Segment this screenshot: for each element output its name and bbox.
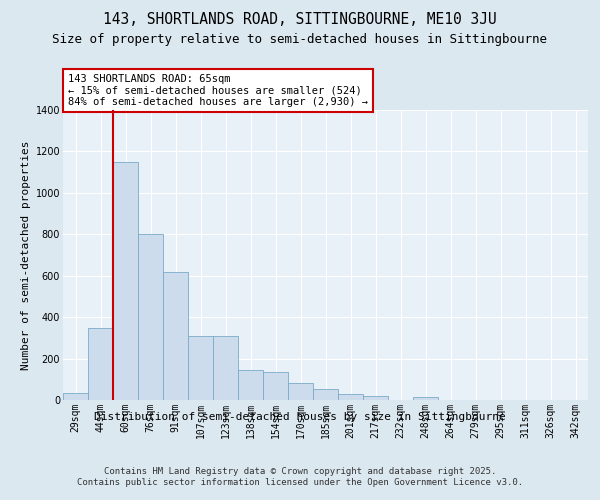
Text: 143, SHORTLANDS ROAD, SITTINGBOURNE, ME10 3JU: 143, SHORTLANDS ROAD, SITTINGBOURNE, ME1…	[103, 12, 497, 28]
Text: Size of property relative to semi-detached houses in Sittingbourne: Size of property relative to semi-detach…	[53, 32, 548, 46]
Bar	[63, 393, 88, 400]
Bar	[313, 388, 338, 400]
Bar	[138, 234, 163, 400]
Bar	[413, 397, 438, 400]
Y-axis label: Number of semi-detached properties: Number of semi-detached properties	[22, 140, 31, 370]
Bar	[338, 394, 363, 400]
Bar	[188, 336, 213, 400]
Bar	[263, 372, 288, 400]
Text: 143 SHORTLANDS ROAD: 65sqm
← 15% of semi-detached houses are smaller (524)
84% o: 143 SHORTLANDS ROAD: 65sqm ← 15% of semi…	[68, 74, 368, 107]
Text: Distribution of semi-detached houses by size in Sittingbourne: Distribution of semi-detached houses by …	[94, 412, 506, 422]
Text: Contains HM Land Registry data © Crown copyright and database right 2025.
Contai: Contains HM Land Registry data © Crown c…	[77, 468, 523, 487]
Bar	[213, 336, 238, 400]
Bar	[88, 328, 113, 400]
Bar	[363, 396, 388, 400]
Bar	[238, 370, 263, 400]
Bar	[288, 384, 313, 400]
Bar	[163, 272, 188, 400]
Bar	[113, 162, 138, 400]
